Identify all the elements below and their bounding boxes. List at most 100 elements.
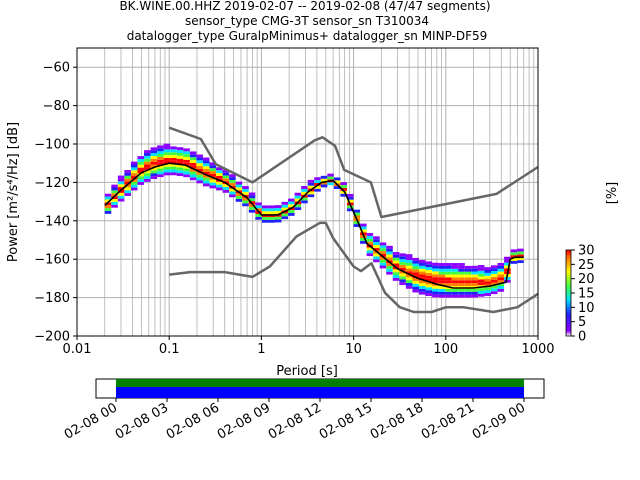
density-cell (124, 181, 131, 185)
density-cell (379, 256, 387, 260)
density-cell (209, 171, 217, 174)
density-cell (176, 170, 184, 174)
density-cell (144, 176, 151, 179)
time-tick-label: 02-08 09 (215, 400, 273, 442)
density-cell (235, 181, 243, 185)
density-cell (137, 167, 145, 171)
density-cell (379, 262, 387, 266)
y-axis-ticks: −200 −180 −160 −140 −120 −100 −80 −60 (34, 61, 77, 345)
density-cell (248, 206, 256, 210)
density-cell (111, 184, 118, 188)
density-cell (418, 265, 426, 269)
colorbar-tick-label: 25 (578, 258, 595, 273)
density-cell (432, 288, 439, 292)
density-cell (438, 288, 446, 292)
density-cell (307, 194, 315, 198)
density-cell (111, 204, 118, 208)
density-cell (458, 274, 465, 278)
density-cell (432, 271, 439, 275)
density-cell (445, 280, 452, 284)
density-cell (445, 268, 452, 272)
density-cell (386, 257, 393, 261)
density-cell (117, 178, 125, 182)
density-cell (353, 212, 361, 216)
density-cell (196, 163, 203, 167)
density-cell (130, 161, 138, 165)
density-cell (497, 280, 505, 284)
density-cell (144, 158, 151, 162)
density-cell (150, 153, 158, 156)
density-cell (124, 190, 131, 194)
density-cell (229, 182, 236, 186)
density-cell (399, 267, 406, 271)
density-cell (281, 207, 289, 211)
density-cell (497, 271, 505, 275)
density-cell (504, 268, 511, 272)
density-cell (137, 176, 145, 180)
high-noise-model-line (168, 126, 539, 219)
density-cell (222, 184, 230, 188)
density-cell (425, 284, 433, 288)
density-cell (392, 254, 400, 258)
density-cell (477, 279, 485, 283)
density-cell (438, 286, 446, 289)
density-cell (157, 171, 164, 175)
density-cell (196, 160, 203, 164)
density-cell (432, 294, 439, 298)
density-cell (163, 152, 171, 156)
density-cell (418, 271, 426, 275)
density-cell (170, 163, 177, 167)
colorbar-gradient (565, 249, 572, 337)
density-cell (405, 271, 413, 275)
density-cell (163, 158, 171, 161)
density-cell (242, 186, 249, 189)
density-cell (445, 283, 452, 287)
density-cell (314, 180, 321, 183)
density-cell (202, 169, 210, 172)
density-cell (445, 294, 452, 298)
density-cell (458, 265, 465, 269)
density-cell (163, 146, 171, 150)
density-cell (432, 291, 439, 295)
density-cell (504, 256, 511, 260)
density-cell (432, 277, 439, 281)
density-cell (255, 216, 262, 220)
density-cell (504, 262, 511, 266)
density-cell (281, 201, 289, 205)
density-cell (288, 210, 295, 213)
density-cell (425, 281, 433, 285)
density-cell (490, 268, 498, 272)
density-cell (189, 165, 197, 169)
density-cell (209, 173, 217, 177)
density-cell (464, 294, 472, 298)
density-cell (418, 280, 426, 284)
density-cell (163, 169, 171, 173)
density-cell (484, 290, 491, 294)
density-cell (137, 179, 145, 183)
density-cell (209, 162, 217, 166)
density-cell (373, 256, 380, 260)
time-tick-label: 02-08 21 (419, 400, 477, 442)
density-cell (490, 285, 498, 289)
density-cell (157, 159, 164, 163)
density-cell (117, 181, 125, 185)
density-cell (484, 267, 491, 271)
density-cell (189, 168, 197, 172)
density-cell (144, 178, 151, 182)
density-cell (117, 189, 125, 193)
density-cell (222, 169, 230, 173)
density-cell (458, 277, 465, 281)
density-cell (418, 283, 426, 286)
density-cell (255, 213, 262, 217)
density-cell (176, 150, 184, 153)
density-cell (216, 170, 223, 174)
density-cell (399, 253, 406, 257)
density-cell (144, 167, 151, 171)
density-cell (150, 164, 158, 168)
density-cell (196, 154, 203, 158)
density-cell (268, 211, 275, 215)
density-cell (451, 271, 459, 275)
density-cell (392, 275, 400, 278)
density-cell (490, 273, 498, 277)
